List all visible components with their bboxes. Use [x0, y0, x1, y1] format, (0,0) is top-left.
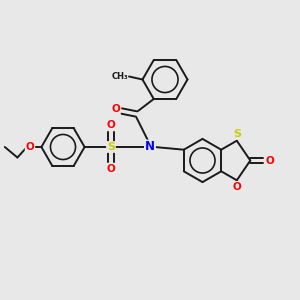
Text: O: O — [106, 120, 116, 130]
Text: O: O — [265, 155, 274, 166]
Text: O: O — [232, 182, 241, 192]
Text: CH₃: CH₃ — [112, 72, 128, 81]
Text: N: N — [145, 140, 155, 154]
Text: S: S — [107, 142, 115, 152]
Text: O: O — [106, 164, 116, 174]
Text: O: O — [111, 104, 120, 115]
Text: O: O — [26, 142, 34, 152]
Text: S: S — [233, 129, 241, 139]
